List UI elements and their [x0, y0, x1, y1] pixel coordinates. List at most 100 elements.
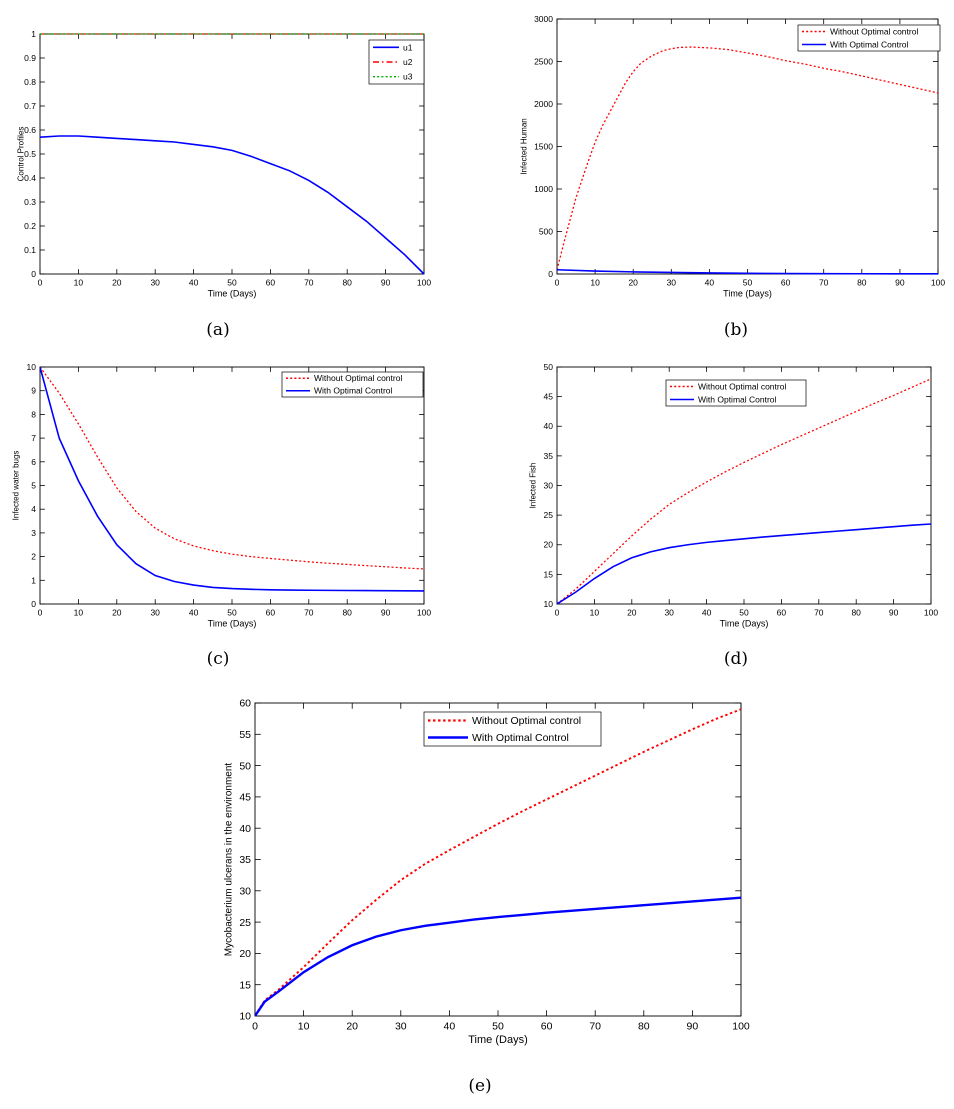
y-tick-label: 8: [31, 409, 36, 419]
chart-panel-2: 0 10 20 30 40 50 60 70 80 90 100050010001500200025…: [519, 14, 945, 340]
x-tick-label: 40: [189, 278, 199, 288]
series-line-1: [40, 366, 425, 570]
x-tick-label: 70: [819, 278, 829, 288]
panel-caption: (d): [724, 649, 748, 669]
y-tick-label: 45: [239, 792, 251, 804]
plot-area: [39, 366, 425, 605]
x-tick-label: 90: [381, 278, 391, 288]
x-tick-label: 60: [541, 1021, 553, 1033]
x-tick-label: 40: [189, 608, 199, 618]
x-tick-label: 90: [889, 608, 899, 618]
legend-label: With Optimal Control: [314, 386, 393, 396]
y-tick-label: 0.2: [24, 221, 36, 231]
x-tick-label: 80: [638, 1021, 650, 1033]
x-tick-label: 100: [924, 608, 938, 618]
chart-panel-4: 0 10 20 30 40 50 60 70 80 90 100101520253035404550…: [529, 362, 939, 669]
y-axis-label: Control Profiles: [16, 127, 25, 182]
y-tick-label: 15: [239, 979, 251, 991]
y-tick-label: 30: [544, 480, 554, 490]
y-axis-label: Infected Human: [519, 118, 528, 174]
y-tick-label: 50: [239, 760, 251, 772]
y-tick-label: 10: [239, 1011, 251, 1023]
legend-label: Without Optimal control: [314, 373, 402, 383]
y-tick-label: 35: [544, 451, 554, 461]
y-tick-label: 0.5: [24, 149, 36, 159]
y-tick-label: 1000: [534, 184, 553, 194]
y-tick-label: 1: [31, 29, 36, 39]
legend-label: u3: [403, 72, 413, 82]
y-tick-label: 50: [544, 362, 554, 372]
series-line-2: [40, 366, 425, 592]
x-tick-label: 90: [687, 1021, 699, 1033]
legend-label: Without Optimal control: [830, 26, 918, 36]
y-tick-label: 0.3: [24, 197, 36, 207]
y-tick-label: 1: [31, 575, 36, 585]
y-tick-label: 4: [31, 504, 36, 514]
x-tick-label: 70: [304, 608, 314, 618]
x-tick-label: 90: [895, 278, 905, 288]
series-line-1: [557, 378, 932, 605]
legend: Without Optimal control With Optimal Cont…: [797, 24, 941, 52]
x-tick-label: 30: [150, 608, 160, 618]
chart-panel-3: 0 10 20 30 40 50 60 70 80 90 100 0 1 2 3 4 5 6 7 8 9 10 Time (…: [12, 362, 432, 669]
legend-label: With Optimal Control: [830, 39, 909, 49]
legend-box: [281, 371, 424, 398]
y-tick-label: 0.7: [24, 101, 36, 111]
plot-area: [254, 702, 742, 1017]
legend-label: Without Optimal control: [698, 381, 786, 391]
y-tick-label: 2: [31, 552, 36, 562]
panel-caption: (c): [207, 649, 230, 669]
y-tick-label: 0.1: [24, 245, 36, 255]
legend-box: [665, 379, 807, 407]
y-tick-label: 7: [31, 433, 36, 443]
x-tick-label: 20: [112, 278, 122, 288]
x-axis-label: Time (Days): [723, 289, 772, 299]
panel-caption: (b): [724, 320, 748, 340]
x-tick-label: 100: [931, 278, 945, 288]
x-tick-label: 10: [74, 278, 84, 288]
x-tick-label: 0: [252, 1021, 258, 1033]
x-tick-label: 50: [492, 1021, 504, 1033]
x-axis-label: Time (Days): [208, 289, 257, 299]
x-tick-label: 60: [781, 278, 791, 288]
x-tick-label: 90: [381, 608, 391, 618]
y-tick-label: 30: [239, 885, 251, 897]
x-tick-label: 80: [857, 278, 867, 288]
x-tick-label: 40: [705, 278, 715, 288]
x-tick-label: 50: [739, 608, 749, 618]
x-tick-label: 10: [74, 608, 84, 618]
y-tick-label: 0: [31, 269, 36, 279]
legend-label: With Optimal Control: [698, 394, 777, 404]
series-line-2: [557, 523, 932, 605]
y-tick-label: 9: [31, 386, 36, 396]
x-tick-label: 80: [342, 608, 352, 618]
y-tick-label: 15: [544, 569, 554, 579]
legend-label: u2: [403, 57, 413, 67]
legend-label: Without Optimal control: [472, 715, 581, 727]
legend: Without Optimal control With Optimal Cont…: [281, 371, 424, 398]
y-tick-label: 0.9: [24, 53, 36, 63]
x-tick-label: 20: [627, 608, 637, 618]
y-tick-label: 6: [31, 457, 36, 467]
y-tick-label: 3000: [534, 14, 553, 24]
series-line-2: [557, 268, 938, 275]
y-tick-label: 3: [31, 528, 36, 538]
x-tick-label: 30: [395, 1021, 407, 1033]
x-tick-label: 0: [555, 608, 560, 618]
x-tick-label: 100: [417, 608, 431, 618]
x-tick-label: 80: [342, 278, 352, 288]
panel-caption: (a): [206, 320, 229, 340]
y-tick-label: 20: [239, 948, 251, 960]
x-tick-label: 30: [664, 608, 674, 618]
x-tick-label: 10: [298, 1021, 310, 1033]
y-tick-label: 60: [239, 698, 251, 710]
legend-label: With Optimal Control: [472, 732, 569, 744]
chart-panel-5: 0 10 20 30 40 50 60 70 80 90 100101520253035404550…: [223, 698, 749, 1096]
x-tick-label: 30: [667, 278, 677, 288]
y-tick-label: 40: [239, 823, 251, 835]
x-tick-label: 0: [38, 608, 43, 618]
y-tick-label: 0: [31, 599, 36, 609]
y-tick-label: 25: [239, 917, 251, 929]
plot-area: [556, 18, 939, 275]
